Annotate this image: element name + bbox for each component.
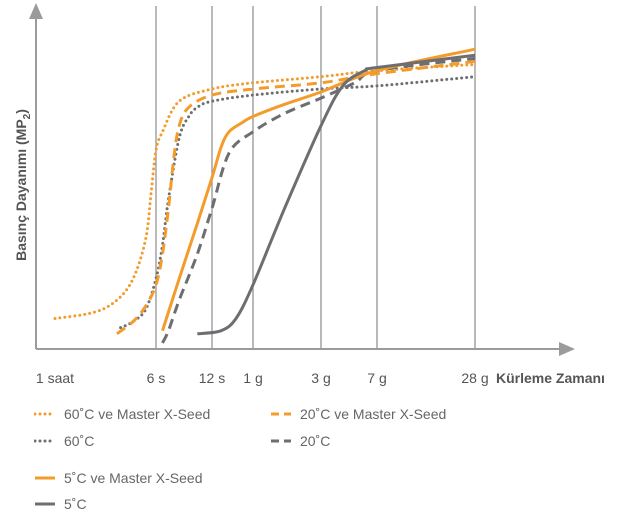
series-lines bbox=[53, 47, 477, 344]
chart: 1 saat 6 s 12 s 1 g 3 g 7 g 28 g Kürleme Zaman… bbox=[13, 3, 605, 386]
x-axis-arrow bbox=[559, 342, 575, 356]
y-axis-arrow bbox=[29, 3, 43, 19]
legend-swatch bbox=[35, 476, 55, 480]
legend-label: 5˚C bbox=[64, 496, 87, 512]
legend-item: 20˚C ve Master X-Seed bbox=[270, 404, 446, 424]
legend-label: 20˚C ve Master X-Seed bbox=[300, 406, 447, 422]
x-tick-label: 6 s bbox=[147, 370, 166, 386]
legend-label: 60˚C bbox=[64, 433, 95, 449]
legend-label: 5˚C ve Master X-Seed bbox=[64, 470, 203, 486]
legend-item: 60˚C ve Master X-Seed bbox=[34, 404, 210, 424]
series-20c bbox=[161, 56, 476, 344]
series-20c-master-x-seed bbox=[115, 59, 476, 335]
legend: 60˚C ve Master X-Seed 20˚C ve Master X-S… bbox=[34, 398, 594, 516]
x-axis-title: Kürleme Zamanı bbox=[496, 370, 605, 386]
legend-swatch bbox=[271, 412, 291, 416]
legend-swatch bbox=[35, 502, 55, 506]
legend-swatch bbox=[34, 439, 56, 443]
y-axis-title-subscript: 2 bbox=[22, 113, 33, 119]
axes bbox=[29, 3, 575, 356]
x-tick-labels: 1 saat 6 s 12 s 1 g 3 g 7 g 28 g bbox=[36, 370, 489, 386]
legend-swatch bbox=[271, 439, 291, 443]
legend-item: 20˚C bbox=[270, 431, 330, 451]
legend-item: 5˚C ve Master X-Seed bbox=[34, 468, 203, 488]
legend-item: 60˚C bbox=[34, 431, 94, 451]
y-axis-title-tail: ) bbox=[13, 109, 29, 114]
x-tick-label: 3 g bbox=[311, 370, 330, 386]
series-60c bbox=[119, 75, 477, 330]
x-tick-label: 1 g bbox=[243, 370, 262, 386]
legend-label: 20˚C bbox=[300, 433, 331, 449]
x-tick-label: 1 saat bbox=[36, 370, 74, 386]
legend-item: 5˚C bbox=[34, 494, 87, 514]
series-60c-master-x-seed bbox=[53, 63, 477, 320]
grid-lines bbox=[155, 6, 476, 349]
series-5c-master-x-seed bbox=[161, 47, 476, 332]
x-tick-label: 12 s bbox=[199, 370, 225, 386]
legend-swatch bbox=[34, 412, 56, 416]
y-axis-title: Basınç Dayanımı (MP2) bbox=[13, 109, 33, 261]
legend-label: 60˚C ve Master X-Seed bbox=[64, 406, 211, 422]
series-5c bbox=[197, 53, 476, 336]
x-tick-label: 7 g bbox=[367, 370, 386, 386]
x-tick-label: 28 g bbox=[461, 370, 488, 386]
y-axis-title-main: Basınç Dayanımı (MP bbox=[13, 119, 29, 261]
